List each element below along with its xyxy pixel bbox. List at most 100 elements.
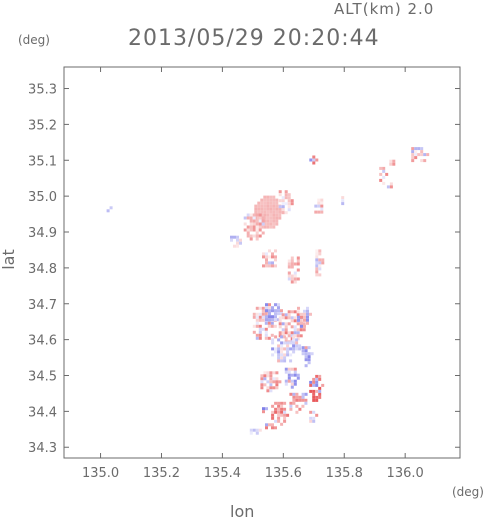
velocity-cell [315,255,319,259]
velocity-cell [274,255,277,259]
velocity-cell [287,199,291,203]
velocity-cell [300,315,303,319]
velocity-cell [278,316,282,320]
velocity-cell [266,386,270,390]
velocity-cell [321,261,325,265]
velocity-cell [255,333,259,337]
velocity-cell [271,255,274,259]
velocity-cell [296,373,300,377]
velocity-cell [246,225,250,229]
velocity-cell [298,398,302,402]
velocity-cell [417,147,421,151]
velocity-cell [290,373,294,377]
velocity-cell [263,374,267,378]
velocity-cell [389,159,393,163]
velocity-cell [261,318,265,322]
velocity-cell [260,374,264,378]
velocity-cell [274,312,277,316]
velocity-cell [266,198,270,202]
velocity-cell [265,252,268,256]
velocity-cell [280,422,284,426]
velocity-cell [255,231,259,235]
velocity-cell [312,158,316,162]
velocity-cell [269,225,273,229]
velocity-cell [261,315,265,319]
velocity-cell [280,353,284,357]
velocity-cell [312,416,316,420]
velocity-cell [265,264,268,268]
velocity-cell [293,310,297,314]
velocity-cell [392,159,396,163]
velocity-cell [300,321,303,325]
velocity-cell [262,252,265,256]
velocity-cell [266,207,270,211]
velocity-cell [263,198,267,202]
velocity-cell [301,349,305,353]
x-axis-label: lon [230,502,255,521]
y-tick-label: 34.9 [28,226,57,241]
velocity-cell [303,318,306,322]
velocity-cell [299,319,303,323]
velocity-cell [252,234,256,238]
velocity-cell [287,208,291,212]
velocity-cell [265,258,268,262]
velocity-cell [284,313,288,317]
velocity-cell [382,175,386,179]
velocity-cell [382,166,386,170]
velocity-cell [379,178,383,182]
velocity-cell [287,271,291,275]
velocity-cell [277,347,281,351]
velocity-cell [292,401,296,405]
velocity-cell [379,166,383,170]
velocity-cell [271,306,274,310]
velocity-cell [287,274,291,278]
velocity-cell [303,324,306,328]
velocity-cell [258,234,262,238]
velocity-cell [278,380,282,384]
velocity-cell [297,318,300,322]
velocity-cell [295,404,299,408]
velocity-cell [293,262,297,266]
velocity-cell [263,377,267,381]
velocity-cell [269,219,273,223]
y-tick-label: 34.3 [28,441,57,456]
velocity-cell [274,258,277,262]
velocity-cell [262,255,265,259]
velocity-cell [252,219,256,223]
y-tick-label: 34.6 [28,334,57,349]
velocity-cell [230,238,233,242]
velocity-cell [280,410,284,414]
velocity-cell [318,386,322,390]
velocity-cell [296,268,300,272]
velocity-cell [298,407,302,411]
velocity-cell [290,265,294,269]
velocity-cell [286,341,290,345]
velocity-cell [272,386,276,390]
velocity-cell [292,392,296,396]
velocity-cell [260,210,264,214]
velocity-cell [296,322,300,326]
velocity-cell [296,376,300,380]
velocity-cell [304,398,308,402]
velocity-cell [272,225,276,229]
velocity-cell [260,198,264,202]
velocity-cell [266,374,270,378]
velocity-cell [269,198,273,202]
velocity-cell [315,389,319,393]
velocity-cell [263,371,267,375]
velocity-cell [290,262,294,266]
velocity-cell [309,312,312,316]
velocity-cell [271,353,275,357]
velocity-cell [292,338,296,342]
velocity-cell [290,310,294,314]
velocity-cell [257,210,261,214]
velocity-cell [260,207,264,211]
velocity-cell [304,349,308,353]
velocity-cell [315,273,319,277]
velocity-cell [268,303,271,307]
velocity-cell [280,359,284,363]
velocity-cell [280,347,284,351]
y-axis-ticks: 34.3 34.4 34.5 34.6 34.7 34.8 34.9 35.0 35.1 35.2… [28,83,460,456]
velocity-cell [414,153,418,157]
y-tick-label: 35.1 [28,154,57,169]
